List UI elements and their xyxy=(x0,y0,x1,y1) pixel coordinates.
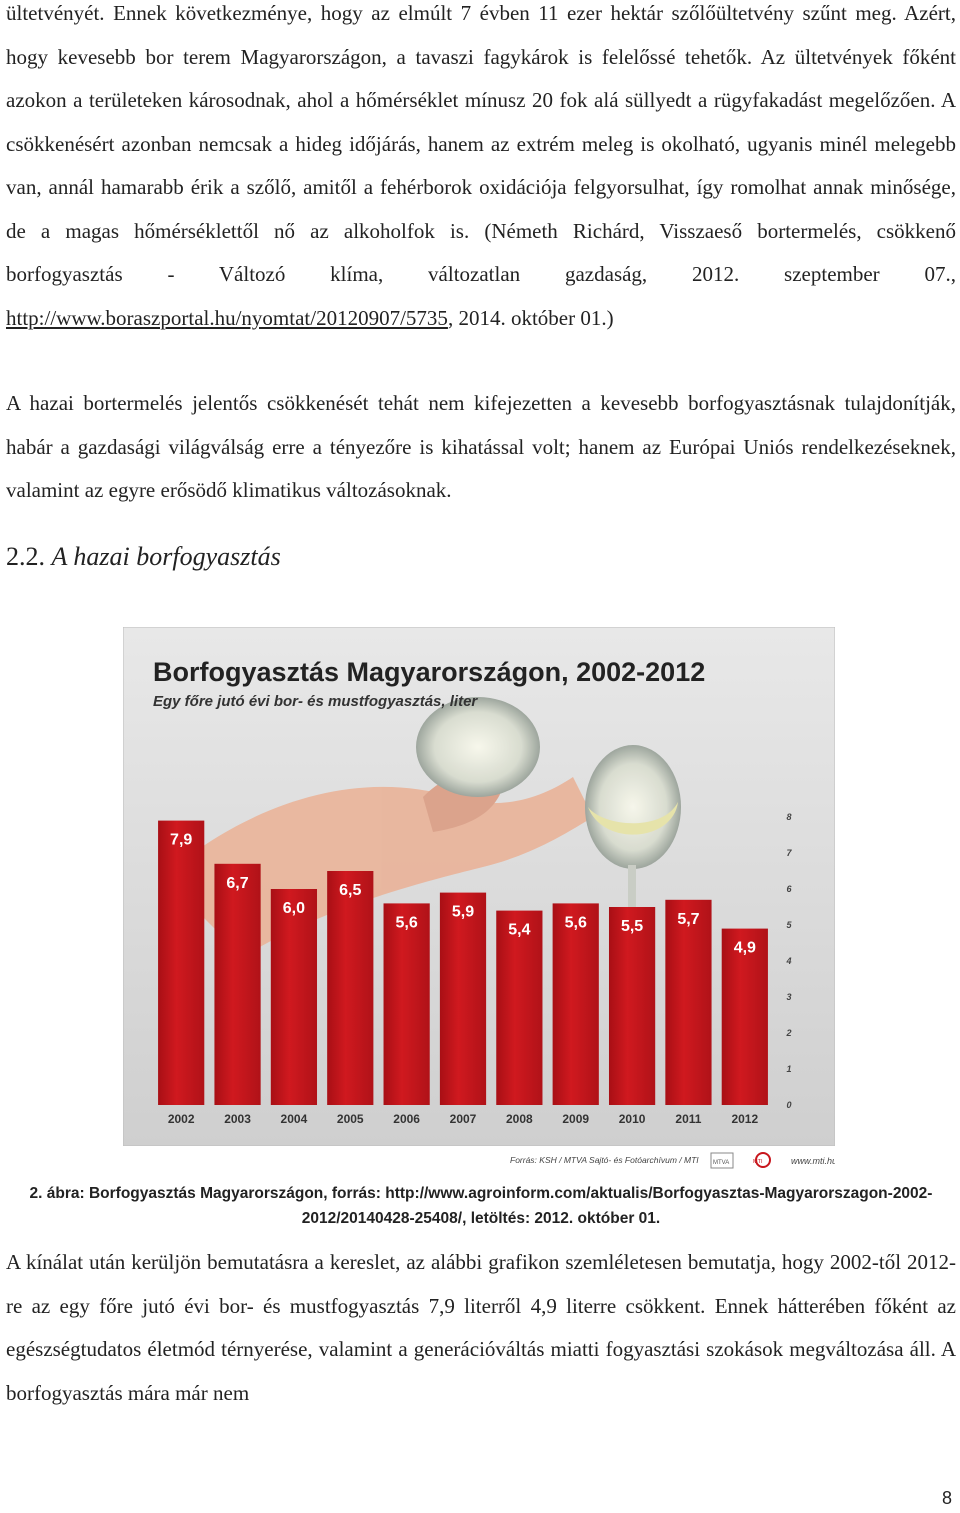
paragraph-intro: ültetvényét. Ennek következménye, hogy a… xyxy=(6,0,956,340)
y-tick-3: 3 xyxy=(786,992,791,1002)
value-label-2004: 6,0 xyxy=(283,900,305,917)
chart-title: Borfogyasztás Magyarországon, 2002-2012 xyxy=(153,657,705,687)
mti-logo-icon xyxy=(755,1152,771,1168)
y-tick-1: 1 xyxy=(786,1064,791,1074)
x-label-2002: 2002 xyxy=(168,1112,195,1126)
mti-logo-text: MTI xyxy=(753,1159,763,1165)
value-label-2008: 5,4 xyxy=(508,922,530,939)
x-label-2008: 2008 xyxy=(506,1112,533,1126)
mtva-logo-icon xyxy=(710,1152,734,1169)
bar-2004 xyxy=(270,889,318,1105)
y-tick-4: 4 xyxy=(785,956,791,966)
y-axis-ticks: 0 1 2 3 4 5 6 7 8 xyxy=(785,812,792,1110)
value-label-2010: 5,5 xyxy=(621,918,643,935)
x-axis-labels: 2002 2003 2004 2005 2006 2007 2008 2009 2010 2011… xyxy=(168,1112,759,1126)
x-label-2007: 2007 xyxy=(450,1112,477,1126)
chart-subtitle: Egy főre jutó évi bor- és mustfogyasztás… xyxy=(153,693,478,710)
paragraph-wine-production: A hazai bortermelés jelentős csökkenését… xyxy=(6,391,956,502)
x-label-2011: 2011 xyxy=(675,1112,701,1126)
x-label-2004: 2004 xyxy=(281,1112,308,1126)
bar-2010 xyxy=(608,907,656,1105)
y-tick-5: 5 xyxy=(786,920,792,930)
wine-glass-left-icon xyxy=(416,697,540,797)
wine-consumption-chart: Borfogyasztás Magyarországon, 2002-2012 … xyxy=(122,626,837,1173)
source-link[interactable]: http://www.boraszportal.hu/nyomtat/20120… xyxy=(6,305,448,330)
section-heading: 2.2. A hazai borfogyasztás xyxy=(6,535,281,579)
x-label-2003: 2003 xyxy=(224,1112,251,1126)
section-title: A hazai borfogyasztás xyxy=(51,542,281,571)
bar-2005 xyxy=(327,871,374,1105)
paragraph-intro-text: ültetvényét. Ennek következménye, hogy a… xyxy=(6,1,956,286)
x-label-2009: 2009 xyxy=(562,1112,589,1126)
bar-2007 xyxy=(439,892,487,1105)
value-label-2006: 5,6 xyxy=(396,914,418,931)
mti-site: www.mti.hu xyxy=(791,1156,835,1166)
value-label-2012: 4,9 xyxy=(734,940,756,957)
mtva-logo-text: MTVA xyxy=(713,1160,729,1166)
y-tick-7: 7 xyxy=(786,848,792,858)
value-label-2009: 5,6 xyxy=(565,914,587,931)
figure-caption: 2. ábra: Borfogyasztás Magyarországon, f… xyxy=(29,1185,933,1227)
wine-glass-right-icon xyxy=(585,745,681,869)
x-label-2006: 2006 xyxy=(393,1112,420,1126)
x-label-2005: 2005 xyxy=(337,1112,364,1126)
bar-2002 xyxy=(158,820,205,1105)
paragraph-intro-tail: , 2014. október 01.) xyxy=(447,305,614,330)
value-label-2002: 7,9 xyxy=(170,832,192,849)
bar-2009 xyxy=(552,903,599,1105)
bar-2003 xyxy=(214,863,261,1105)
y-tick-6: 6 xyxy=(786,884,792,894)
bar-2008 xyxy=(496,910,543,1105)
figure-source: Forrás: KSH / MTVA Sajtó- és Fotóarchívu… xyxy=(510,1155,699,1165)
y-tick-2: 2 xyxy=(785,1028,791,1038)
value-label-2005: 6,5 xyxy=(339,882,361,899)
y-tick-8: 8 xyxy=(786,812,791,822)
bar-2012 xyxy=(721,928,768,1105)
bar-2011 xyxy=(665,899,712,1105)
x-label-2010: 2010 xyxy=(619,1112,646,1126)
paragraph-consumption: A kínálat után kerüljön bemutatásra a ke… xyxy=(6,1250,956,1405)
x-label-2012: 2012 xyxy=(731,1112,758,1126)
section-number: 2.2. xyxy=(6,542,45,571)
toast-photo xyxy=(163,697,681,957)
value-label-group: 7,9 6,7 6,0 6,5 5,6 5,9 5,4 5,6 5,5 5,7 4,9 xyxy=(170,832,756,957)
value-label-2003: 6,7 xyxy=(226,875,248,892)
y-tick-0: 0 xyxy=(786,1100,791,1110)
bar-2006 xyxy=(383,903,430,1105)
value-label-2011: 5,7 xyxy=(677,911,699,928)
bar-group xyxy=(158,820,768,1105)
wine-consumption-figure: Borfogyasztás Magyarországon, 2002-2012 … xyxy=(122,626,837,1173)
page-number: 8 xyxy=(941,1488,952,1508)
value-label-2007: 5,9 xyxy=(452,904,474,921)
